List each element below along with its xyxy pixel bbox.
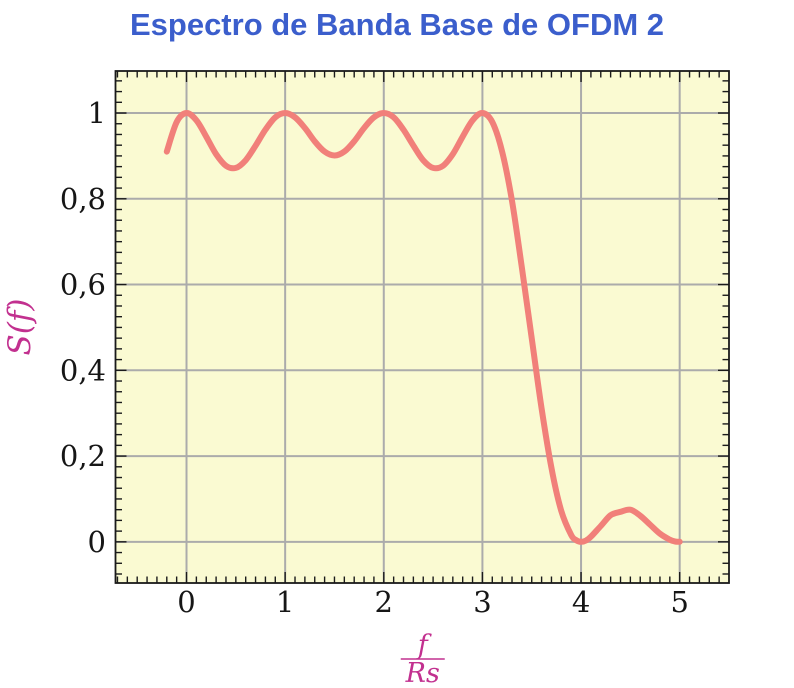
y-tick-label: 0,2 — [60, 439, 106, 473]
y-tick-label: 0 — [88, 525, 106, 559]
y-axis-label: S(f) — [2, 299, 38, 356]
x-tick-label: 1 — [276, 585, 294, 619]
y-tick-label: 0,6 — [60, 268, 106, 302]
x-tick-label: 3 — [473, 585, 491, 619]
y-tick-label: 0,8 — [60, 182, 106, 216]
chart-title: Espectro de Banda Base de OFDM 2 — [129, 7, 665, 42]
x-tick-label: 5 — [670, 585, 688, 619]
plot-frame — [114, 70, 730, 584]
x-axis-label-denominator: Rs — [405, 658, 440, 688]
spectrum-curve — [163, 110, 683, 545]
x-axis-label-numerator: f — [416, 630, 432, 661]
y-tick-label: 1 — [88, 96, 106, 130]
x-tick-label: 2 — [375, 585, 393, 619]
y-tick-label: 0,4 — [60, 353, 106, 387]
plot-area-background — [115, 71, 729, 583]
x-tick-label: 4 — [572, 585, 590, 619]
x-tick-label: 0 — [177, 585, 195, 619]
